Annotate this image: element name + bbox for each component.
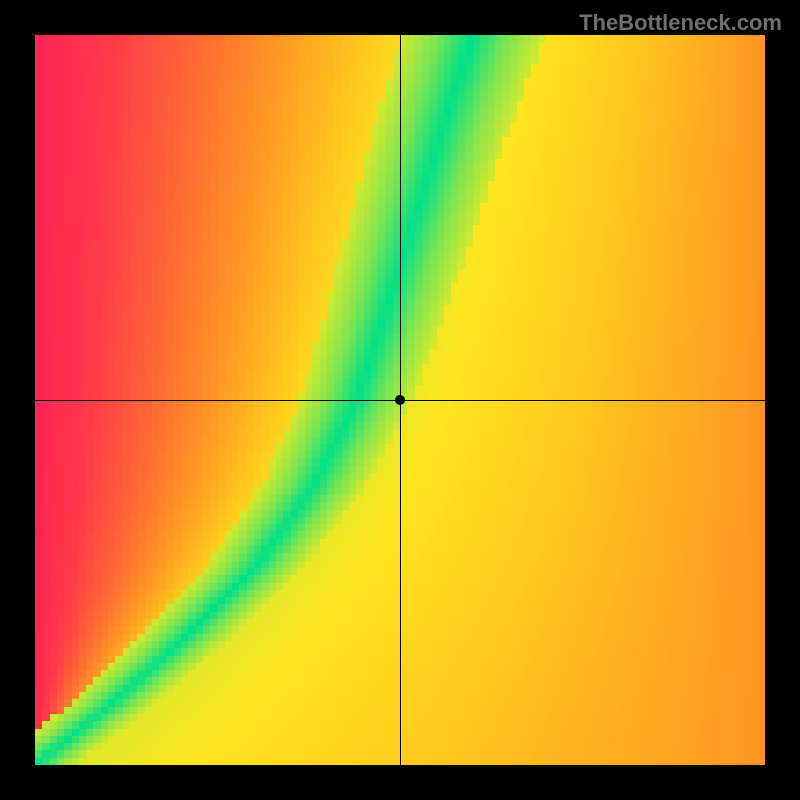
bottleneck-heatmap (35, 35, 765, 765)
chart-root: TheBottleneck.com (0, 0, 800, 800)
watermark-text: TheBottleneck.com (579, 10, 782, 36)
